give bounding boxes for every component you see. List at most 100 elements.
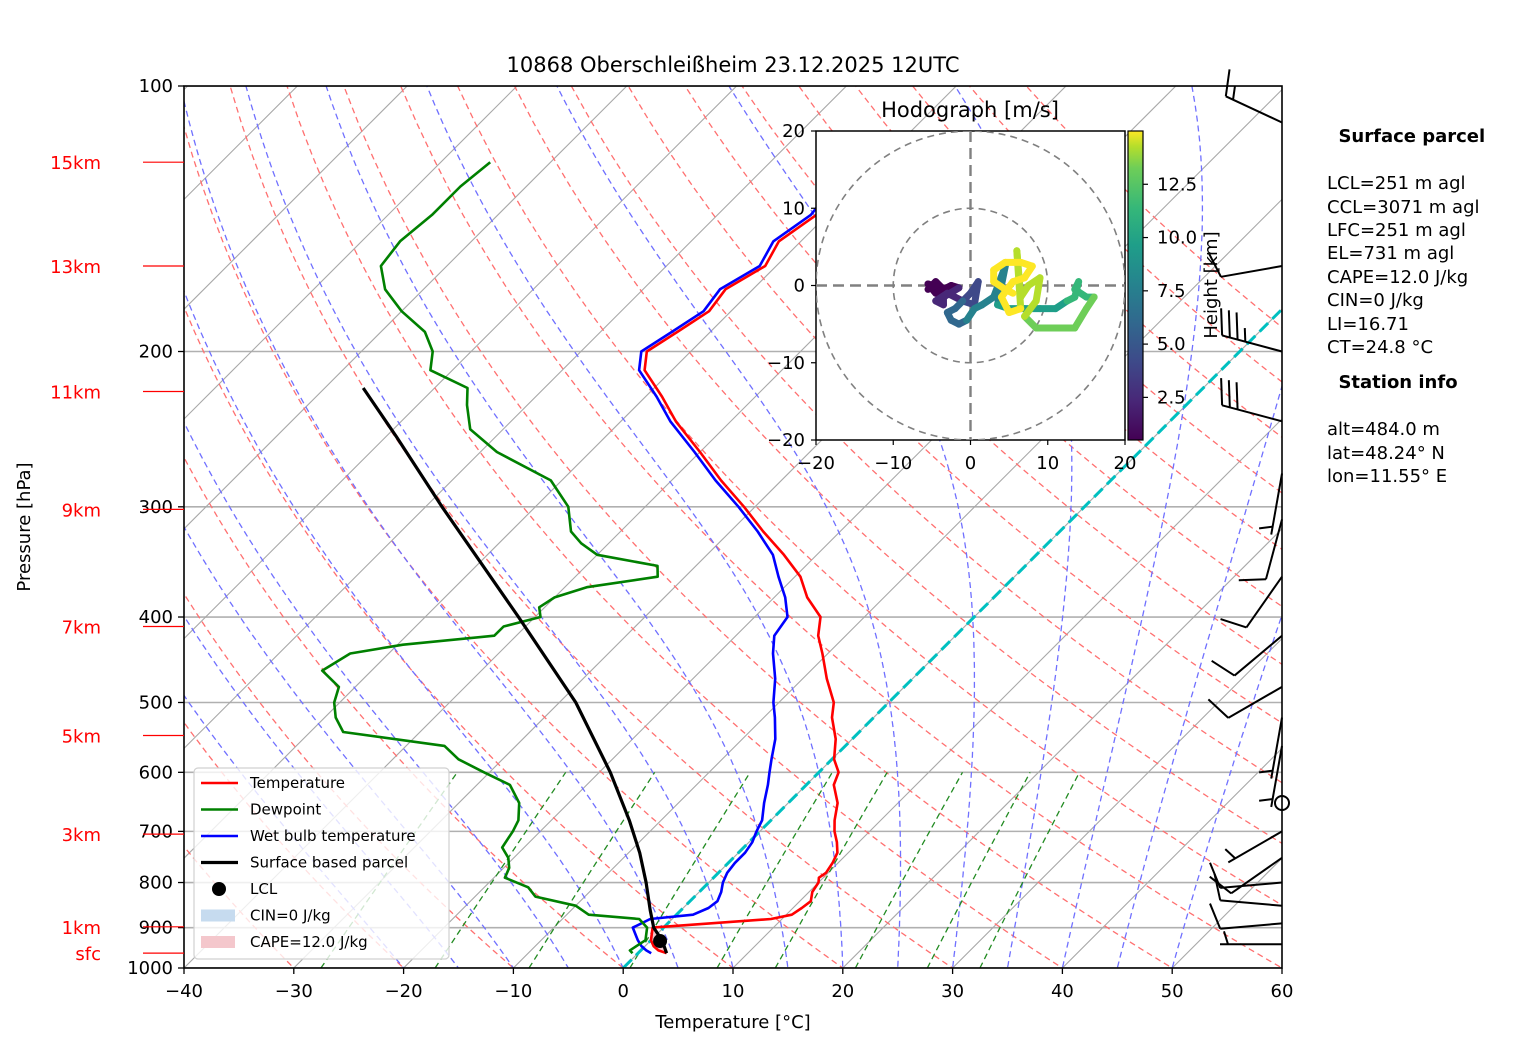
x-tick-label: −20 <box>385 981 423 1002</box>
dry-adiabat-line <box>184 305 735 968</box>
isotherm-line <box>1061 747 1282 968</box>
height-label: sfc <box>75 944 101 965</box>
freezing-level-line <box>622 307 1282 968</box>
wind-barb-staff <box>1270 717 1283 779</box>
dry-adiabat-line <box>343 86 1174 968</box>
surface-parcel-value: EL=731 m agl <box>1327 243 1455 265</box>
colorbar <box>1127 130 1144 441</box>
legend-box <box>193 767 450 960</box>
moist-adiabat-line <box>426 86 844 968</box>
mixing-ratio-line <box>926 771 1031 968</box>
series-temperature <box>643 161 876 955</box>
x-tick-label: 60 <box>1271 981 1294 1002</box>
wind-barb-flag <box>1220 618 1247 629</box>
isotherm-line <box>184 86 848 750</box>
wind-barb-staff <box>1220 899 1283 907</box>
dry-adiabat-line <box>286 86 1064 968</box>
y-tick-label: 800 <box>139 873 173 894</box>
hodograph-y-tick-label: 10 <box>782 198 805 219</box>
station-info-heading: Station info <box>1338 372 1458 394</box>
dry-adiabat-line <box>854 86 1282 494</box>
moist-adiabat-line <box>325 86 789 968</box>
y-tick-label: 600 <box>139 762 173 783</box>
isotherm-line <box>512 198 1282 968</box>
wind-barb-staff <box>1221 404 1283 423</box>
y-tick-label: 100 <box>139 76 173 97</box>
wind-barb-flag <box>1235 312 1239 340</box>
wind-barb-half-flag <box>1232 86 1236 100</box>
mixing-ratio-line <box>629 771 751 968</box>
height-label: 9km <box>62 500 101 521</box>
height-label: 15km <box>50 153 101 174</box>
wind-barb-staff <box>1221 334 1283 353</box>
isotherm-line <box>184 86 628 530</box>
dry-adiabat-line <box>400 86 1282 968</box>
isotherm-line <box>184 86 738 640</box>
dry-adiabat-line <box>184 592 515 968</box>
wind-barb-staff <box>1270 745 1283 808</box>
hodograph-segment <box>970 278 982 309</box>
surface-parcel-value: CT=24.8 °C <box>1327 337 1434 359</box>
moist-adiabat-line <box>556 86 902 968</box>
dry-adiabat-line <box>184 124 844 968</box>
hodograph-title: Hodograph [m/s] <box>881 98 1059 122</box>
station-info-value: lat=48.24° N <box>1327 442 1445 464</box>
dry-adiabat-line <box>184 456 625 968</box>
legend-marker <box>212 882 226 896</box>
station-info-value: alt=484.0 m <box>1327 419 1440 441</box>
wind-barb-staff <box>1220 265 1283 278</box>
wind-barb-flag <box>1224 69 1231 97</box>
legend-label: Wet bulb temperature <box>250 827 416 845</box>
legend-label: Surface based parcel <box>250 854 408 872</box>
y-tick-label: 200 <box>139 342 173 363</box>
hodograph-x-tick-label: −20 <box>797 453 835 474</box>
wind-barb-flag <box>1227 310 1231 338</box>
lcl-marker <box>653 934 668 949</box>
colorbar-tick-label: 5.0 <box>1157 334 1186 355</box>
y-axis-label: Pressure [hPa] <box>14 462 35 591</box>
wind-barb-staff <box>1227 685 1283 719</box>
wind-barb-flag <box>1211 659 1236 677</box>
wind-barb-staff <box>1220 881 1283 889</box>
wind-barb-half-flag <box>1259 769 1273 774</box>
legend-label: LCL <box>250 880 278 898</box>
moist-adiabat-line <box>245 86 734 968</box>
height-label: 5km <box>62 727 101 748</box>
series-dewpoint <box>320 161 659 955</box>
wind-barb-flag <box>1209 875 1232 895</box>
hodograph: Hodograph [m/s] −20−20 −10 −10 0 0 10 10 20 20 2.5… <box>767 98 1222 474</box>
hodograph-x-tick-label: 20 <box>1114 453 1137 474</box>
mixing-ratio-line <box>854 771 964 968</box>
moist-adiabat-line <box>728 86 976 968</box>
profile-lines <box>320 161 876 955</box>
x-tick-label: −30 <box>275 981 313 1002</box>
wind-barb-half-flag <box>1224 848 1236 860</box>
wind-barb-flag <box>1235 382 1239 410</box>
surface-parcel-value: LCL=251 m agl <box>1327 173 1466 195</box>
moist-adiabat-line <box>1061 86 1204 968</box>
surface-parcel-value: CAPE=12.0 J/kg <box>1327 266 1469 288</box>
wind-barb-flag <box>1207 698 1229 719</box>
y-tick-label: 1000 <box>127 958 173 979</box>
moist-adiabat-line <box>954 86 1073 968</box>
x-tick-label: 50 <box>1161 981 1184 1002</box>
wind-barb-flag <box>1209 903 1222 930</box>
mixing-ratio-line <box>979 771 1081 968</box>
moist-adiabat-line <box>1171 612 1282 968</box>
wind-barb-staff <box>1225 95 1283 124</box>
surface-parcel-value: LI=16.71 <box>1327 313 1409 335</box>
surface-parcel-value: CIN=0 J/kg <box>1327 290 1424 312</box>
dry-adiabat-line <box>513 86 1282 845</box>
wind-barb-flag <box>1220 378 1224 406</box>
surface-parcel-value: CCL=3071 m agl <box>1327 196 1480 218</box>
legend: Temperature Dewpoint Wet bulb temperature S… <box>193 767 450 960</box>
height-label: 7km <box>62 617 101 638</box>
isotherm-line <box>842 528 1282 968</box>
legend-label: Dewpoint <box>250 801 321 819</box>
colorbar-tick-label: 12.5 <box>1157 174 1197 195</box>
wind-barb-staff <box>1233 634 1283 677</box>
mixing-ratio-line <box>774 771 888 968</box>
